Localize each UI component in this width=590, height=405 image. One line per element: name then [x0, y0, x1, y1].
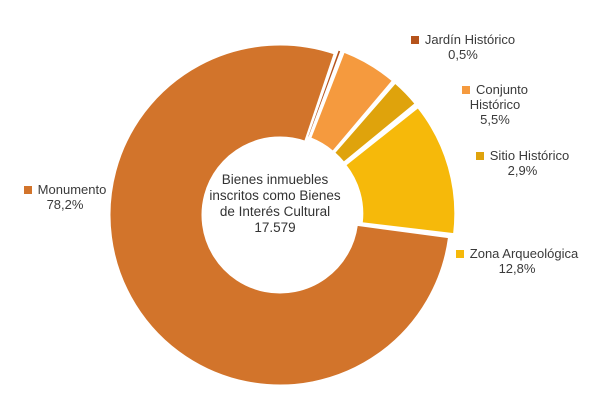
label-name-1: Zona Arqueológica	[469, 246, 579, 261]
center-line-3: de Interés Cultural	[219, 204, 331, 219]
label-value: 12,8%	[498, 261, 536, 276]
label-jardin-historico: Jardín Histórico 0,5%	[393, 32, 533, 62]
label-sitio-historico: Sitio Histórico 2,9%	[460, 148, 585, 178]
slice-monumento	[109, 44, 450, 386]
legend-swatch-jardin	[410, 35, 419, 44]
slice-jard-n-hist-rico	[307, 49, 342, 138]
label-value: 5,5%	[480, 112, 510, 127]
label-value: 2,9%	[507, 163, 538, 178]
legend-swatch-sitio	[475, 151, 484, 160]
label-name: Jardín Histórico	[424, 32, 516, 47]
label-name: Sitio Histórico	[489, 148, 570, 163]
legend-swatch-monumento	[23, 185, 32, 194]
legend-swatch-zona	[455, 249, 464, 258]
center-total: 17.579	[254, 220, 296, 235]
label-name-1: Conjunto Histórico	[469, 82, 529, 112]
legend-swatch-conjunto	[461, 85, 470, 94]
slice-sitio-hist-rico	[334, 82, 416, 163]
label-conjunto-historico: Conjunto Histórico 5,5%	[455, 82, 535, 127]
slice-conjunto-hist-rico	[310, 51, 393, 152]
center-label: Bienes inmuebles inscritos como Bienes d…	[205, 172, 345, 236]
center-line-1: Bienes inmuebles	[221, 172, 329, 187]
slice-zona-arqueol-gica	[345, 107, 456, 235]
label-value: 78,2%	[46, 197, 84, 212]
label-zona-arqueologica: Zona Arqueológica 12,8%	[452, 246, 582, 276]
center-line-2: inscritos como Bienes	[209, 188, 341, 203]
label-name: Monumento	[37, 182, 107, 197]
label-value: 0,5%	[448, 47, 478, 62]
label-monumento: Monumento 78,2%	[10, 182, 120, 212]
